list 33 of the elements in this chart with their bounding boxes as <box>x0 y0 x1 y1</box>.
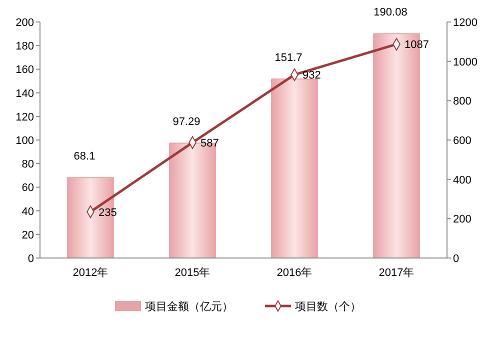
y-tick-label: 100 <box>16 135 34 147</box>
y2-tick-label: 1000 <box>453 56 478 68</box>
data-label: 1087 <box>404 39 429 52</box>
data-label: 97.29 <box>172 116 200 128</box>
y2-tick-label: 200 <box>453 214 472 226</box>
y2-tick-label: 0 <box>453 253 460 265</box>
x-tick-label: 2012年 <box>72 267 108 279</box>
y-tick-label: 120 <box>16 111 34 124</box>
y-tick-label: 160 <box>16 64 34 76</box>
legend-label: 项目数（个） <box>295 301 361 313</box>
y-tick-label: 180 <box>16 40 34 53</box>
x-tick-label: 2015年 <box>174 267 210 279</box>
legend-label: 项目金额（亿元） <box>145 300 233 313</box>
y2-tick-label: 1200 <box>453 17 478 29</box>
y2-tick-label: 400 <box>453 174 472 186</box>
y-tick-label: 140 <box>16 88 34 100</box>
data-label: 587 <box>200 138 219 150</box>
y-tick-label: 0 <box>28 253 34 265</box>
data-label: 235 <box>98 206 117 219</box>
y-tick-label: 20 <box>22 229 34 242</box>
data-label: 932 <box>302 70 321 82</box>
y2-tick-label: 600 <box>453 135 472 147</box>
data-label: 190.08 <box>374 6 408 19</box>
y2-tick-label: 800 <box>453 96 472 108</box>
y-tick-label: 40 <box>22 206 34 218</box>
y-tick-label: 60 <box>22 182 34 194</box>
y-tick-label: 80 <box>22 158 34 171</box>
x-tick-label: 2017年 <box>378 267 414 279</box>
bar <box>271 78 318 258</box>
data-label: 68.1 <box>74 150 96 163</box>
y-tick-label: 200 <box>16 17 34 29</box>
data-label: 151.7 <box>274 52 302 64</box>
x-tick-label: 2016年 <box>276 267 312 279</box>
